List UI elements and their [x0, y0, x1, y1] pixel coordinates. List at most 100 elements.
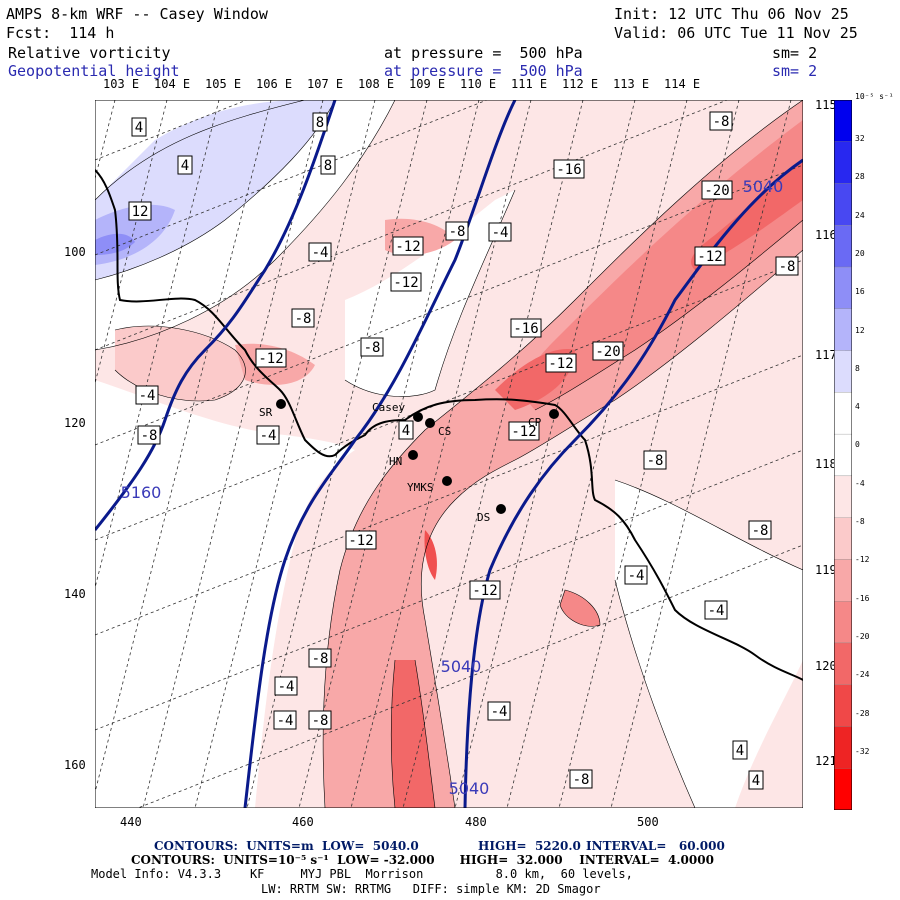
vorticity-label: -8	[308, 648, 332, 668]
colorbar	[834, 100, 852, 810]
vorticity-label: -12	[469, 580, 501, 600]
colorbar-swatch	[834, 100, 852, 142]
svg-text:-8: -8	[752, 523, 769, 539]
vorticity-label: -8	[643, 450, 667, 470]
vorticity-label: -4	[487, 701, 511, 721]
svg-text:-8: -8	[779, 259, 796, 275]
footer-height-contours-info: CONTOURS: UNITS=m LOW= 5040.0	[154, 839, 419, 853]
svg-text:-8: -8	[713, 114, 730, 130]
vorticity-label: 4	[177, 155, 193, 175]
svg-text:-8: -8	[295, 311, 312, 327]
svg-text:4: 4	[752, 773, 760, 789]
colorbar-swatch	[834, 475, 852, 518]
colorbar-level-label: -16	[855, 593, 870, 603]
vorticity-label: 4	[748, 770, 764, 790]
negative-vort-24	[424, 530, 437, 580]
svg-text:-4: -4	[260, 428, 277, 444]
colorbar-level-label: -28	[855, 708, 870, 718]
colorbar-swatch	[834, 684, 852, 727]
vorticity-label: 4	[398, 420, 414, 440]
colorbar-level-label: -4	[855, 478, 865, 488]
stations: SR Casey CS HN YMKS DS CP	[259, 399, 559, 524]
footer-physics-info: LW: RRTM SW: RRTMG DIFF: simple KM: 2D S…	[261, 882, 601, 896]
svg-text:-12: -12	[697, 249, 722, 265]
svg-text:-12: -12	[258, 351, 283, 367]
station-ymks: YMKS	[407, 476, 452, 494]
svg-text:YMKS: YMKS	[407, 481, 434, 494]
colorbar-level-label: 16	[855, 287, 865, 297]
negative-vort-patch-w	[115, 326, 246, 401]
colorbar-swatch	[834, 726, 852, 769]
longitude-label: 114 E	[664, 77, 701, 91]
vorticity-label: -8	[360, 337, 384, 357]
vorticity-label: 8	[320, 155, 336, 175]
colorbar-swatch	[834, 308, 852, 351]
svg-text:DS: DS	[477, 511, 490, 524]
colorbar-swatch	[834, 517, 852, 560]
height-labels: 5040 5160 5040 5040	[121, 177, 784, 798]
svg-text:-8: -8	[449, 224, 466, 240]
station-casey: Casey	[372, 401, 423, 422]
footer-model-info: Model Info: V4.3.3 KF MYJ PBL Morrison 8…	[91, 867, 633, 881]
negative-vort-20-s	[391, 660, 435, 808]
vorticity-label: -4	[624, 565, 648, 585]
vorticity-label: -12	[345, 530, 377, 550]
height-label: 5160	[121, 483, 162, 502]
svg-text:-20: -20	[704, 183, 729, 199]
svg-text:8: 8	[316, 115, 324, 131]
vorticity-label: 4	[732, 740, 748, 760]
colorbar-level-label: 8	[855, 363, 860, 373]
colorbar-level-label: 20	[855, 248, 865, 258]
vorticity-label: -12	[694, 246, 726, 266]
negative-vort-patch-se	[560, 590, 600, 627]
svg-text:-12: -12	[348, 533, 373, 549]
footer-height-high: HIGH= 5220.0	[478, 839, 581, 853]
colorbar-swatch	[834, 768, 852, 810]
station-hn: HN	[389, 450, 418, 468]
vorticity-label: -16	[553, 159, 585, 179]
colorbar-units: 10⁻⁵ s⁻¹	[855, 92, 894, 101]
colorbar-level-label: 24	[855, 210, 865, 220]
svg-text:SR: SR	[259, 406, 273, 419]
field2-name: Geopotential height	[8, 62, 180, 80]
colorbar-swatch	[834, 433, 852, 477]
svg-text:-8: -8	[647, 453, 664, 469]
map-panel: 4 8 4 8 12 -4 -12 -8 -4 -12 -8 -12 -8 -20 -16 -8 -16 -12 -…	[95, 100, 803, 808]
svg-text:HN: HN	[389, 455, 402, 468]
vorticity-label: -8	[137, 425, 161, 445]
svg-text:-4: -4	[277, 713, 294, 729]
svg-text:12: 12	[132, 204, 149, 220]
svg-text:-8: -8	[141, 428, 158, 444]
colorbar-level-label: 28	[855, 172, 865, 182]
vorticity-label: -4	[256, 425, 280, 445]
svg-text:-20: -20	[595, 344, 620, 360]
colorbar-swatch	[834, 642, 852, 685]
longitude-label: 104 E	[154, 77, 191, 91]
svg-text:4: 4	[402, 423, 410, 439]
x-tick-label: 480	[465, 815, 487, 829]
y-tick-label: 120	[64, 416, 86, 430]
longitude-label: 105 E	[205, 77, 242, 91]
vorticity-label: -4	[308, 242, 332, 262]
vorticity-label: -8	[445, 221, 469, 241]
height-label: 5040	[449, 779, 490, 798]
vorticity-label: -20	[592, 341, 624, 361]
coastline	[95, 169, 803, 681]
svg-text:CS: CS	[438, 425, 451, 438]
colorbar-swatch	[834, 183, 852, 226]
colorbar-level-label: -20	[855, 631, 870, 641]
colorbar-level-label: -32	[855, 746, 870, 756]
colorbar-level-label: 0	[855, 440, 860, 450]
field2-level: at pressure = 500 hPa	[384, 62, 583, 80]
longitude-label: 108 E	[358, 77, 395, 91]
svg-text:-8: -8	[364, 340, 381, 356]
svg-text:-4: -4	[628, 568, 645, 584]
vorticity-label: -12	[392, 236, 424, 256]
init-time: Init: 12 UTC Thu 06 Nov 25	[614, 5, 849, 23]
station-cp: CP	[528, 409, 559, 429]
colorbar-level-label: 12	[855, 325, 865, 335]
y-tick-label: 160	[64, 758, 86, 772]
svg-text:-12: -12	[395, 239, 420, 255]
field1-name: Relative vorticity	[8, 44, 171, 62]
svg-text:-8: -8	[573, 772, 590, 788]
